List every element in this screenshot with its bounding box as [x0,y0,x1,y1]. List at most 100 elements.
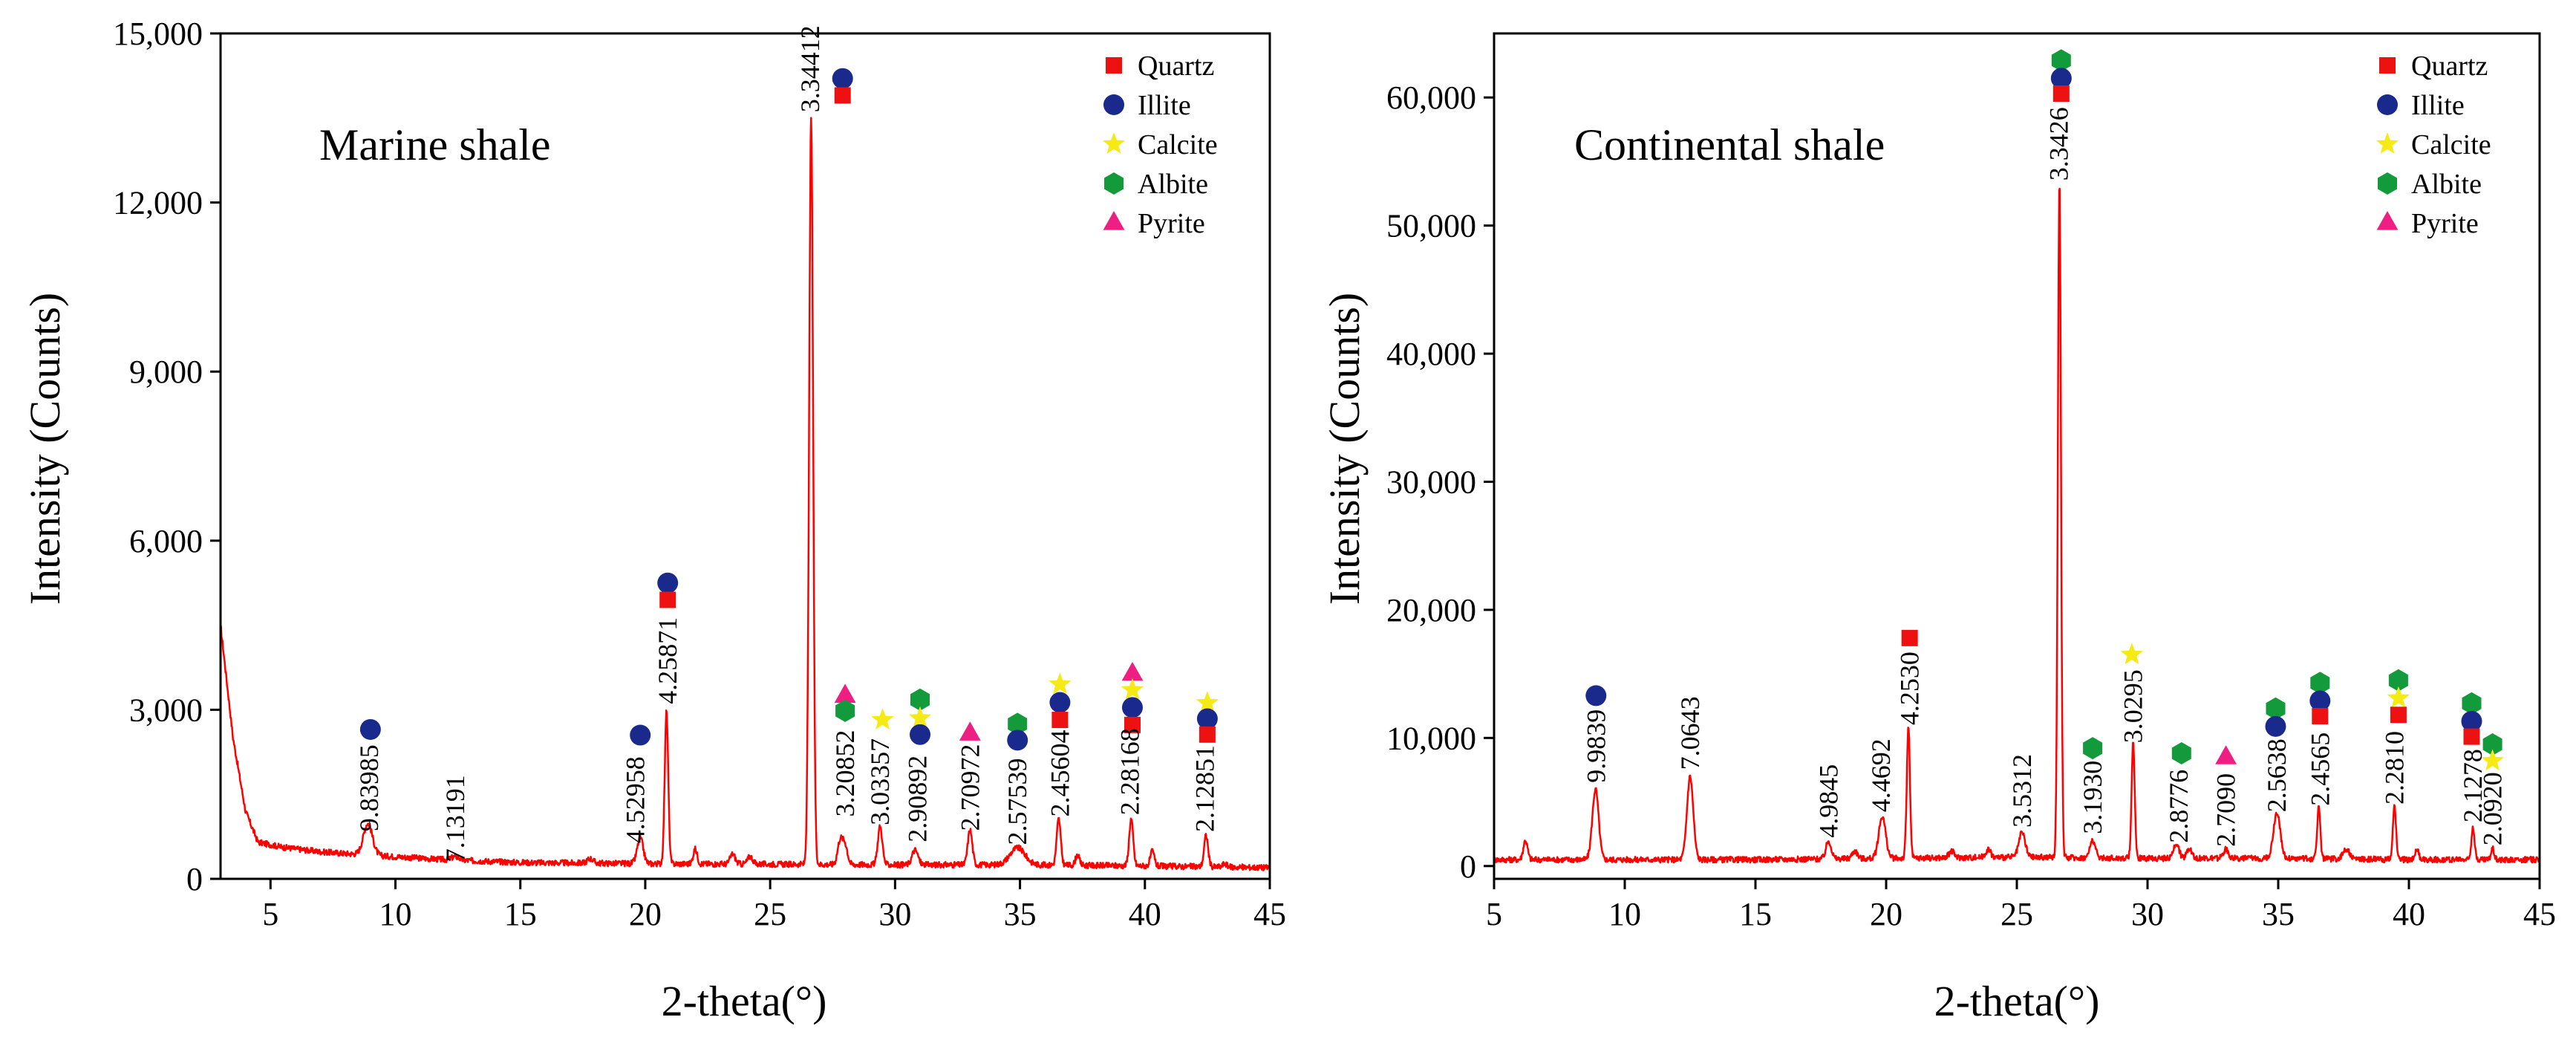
peak-d-spacing-label: 4.25871 [653,617,682,704]
y-tick-label: 50,000 [1386,208,1476,244]
axis-tick-layer: 5 10 15 20 25 30 35 40 45 0 3,000 6,000 9,000 12,000 1… [113,16,1286,932]
y-tick-label: 9,000 [129,354,203,390]
quartz-marker [1124,716,1141,733]
y-tick-label: 0 [1460,848,1476,885]
quartz-marker [2463,728,2480,745]
peak-d-spacing-label: 2.45604 [1045,730,1075,817]
quartz-marker [1199,726,1216,743]
illite-marker [1585,685,1607,706]
y-axis-title: Intensity (Counts) [1320,293,1369,605]
peak-label-layer: 9.83985 7.13191 4.52958 4.25871 3.34412 3.208… [354,25,1219,862]
peak-d-spacing-label: 3.03357 [865,738,895,825]
legend-illite-marker [2377,94,2398,115]
illite-marker [1121,697,1143,718]
legend-illite-marker [1103,94,1124,115]
legend-label-albite: Albite [1138,169,1208,200]
axis-tick-layer: 5 10 15 20 25 30 35 40 45 0 10,000 20,000 30,000 40,0… [1386,79,2556,932]
peak-d-spacing-label: 3.3426 [2044,107,2073,181]
chart-marine-shale: 9.83985 7.13191 4.52958 4.25871 3.34412 3.208… [21,16,1286,1025]
illite-marker [630,724,651,746]
calcite-marker [1049,672,1072,695]
x-axis-title: 2-theta(°) [1934,977,2100,1025]
y-tick-label: 10,000 [1386,720,1476,756]
legend-label-quartz: Quartz [2411,51,2488,82]
y-tick-label: 20,000 [1386,592,1476,628]
legend-albite-marker [1104,172,1124,195]
peak-d-spacing-label: 4.52958 [621,756,650,843]
mineral-marker-layer [1585,49,2504,771]
chart-continental-shale: 9.9839 7.0643 4.9845 4.4692 4.2530 3.5312 3.34… [1320,32,2556,1025]
quartz-marker [2312,708,2329,725]
peak-d-spacing-label: 2.5638 [2262,738,2292,812]
calcite-marker [1196,691,1219,713]
legend-pyrite-marker [2376,211,2399,230]
legend-label-albite: Albite [2411,169,2482,200]
x-tick-label: 20 [1870,896,1902,932]
illite-marker [2050,68,2072,89]
legend-label-pyrite: Pyrite [2411,208,2479,239]
x-tick-label: 25 [2001,896,2033,932]
y-tick-label: 6,000 [129,523,203,559]
x-tick-label: 40 [2393,896,2425,932]
x-tick-label: 25 [754,896,786,932]
x-tick-label: 10 [1608,896,1641,932]
peak-d-spacing-label: 9.83985 [354,744,384,831]
x-tick-label: 35 [2262,896,2295,932]
illite-marker [832,68,853,89]
legend-calcite-marker [2376,132,2399,154]
peak-d-spacing-label: 2.0920 [2478,772,2508,845]
xrd-series-line [1493,187,2540,864]
legend-label-pyrite: Pyrite [1138,208,1205,239]
calcite-marker [2481,749,2504,771]
peak-d-spacing-label: 4.2530 [1895,652,1925,725]
y-tick-label: 15,000 [113,16,203,52]
x-tick-label: 35 [1004,896,1037,932]
peak-d-spacing-label: 2.8776 [2164,770,2194,843]
legend-label-calcite: Calcite [2411,129,2491,160]
peak-d-spacing-label: 3.0295 [2119,669,2148,743]
x-tick-label: 20 [629,896,662,932]
calcite-marker [2387,686,2410,708]
x-tick-label: 40 [1129,896,1161,932]
peak-d-spacing-label: 3.1930 [2078,761,2107,834]
peak-d-spacing-label: 2.28168 [1115,728,1145,815]
y-tick-label: 60,000 [1386,79,1476,116]
legend: Quartz Illite Calcite Albite Pyrite [2376,51,2491,239]
xrd-series-line [219,117,1271,871]
calcite-marker [908,706,932,728]
albite-marker [2266,697,2286,720]
peak-d-spacing-label: 2.57539 [1002,758,1032,845]
quartz-marker [659,591,676,608]
x-tick-label: 30 [2131,896,2164,932]
albite-marker [2482,733,2502,756]
pyrite-marker [959,721,981,741]
legend-pyrite-marker [1103,211,1125,230]
x-tick-label: 45 [1253,896,1286,932]
legend-quartz-marker [1106,57,1122,74]
illite-marker [359,718,381,740]
x-tick-label: 10 [379,896,412,932]
legend-label-illite: Illite [1138,90,1191,121]
illite-marker [657,572,679,594]
albite-marker [2051,49,2071,72]
peak-d-spacing-label: 2.2810 [2380,731,2410,805]
peak-d-spacing-label: 2.4565 [2305,732,2335,806]
x-tick-label: 30 [878,896,911,932]
quartz-marker [1051,712,1069,729]
pyrite-marker [2215,745,2237,764]
series-line-layer [219,117,1271,871]
legend-calcite-marker [1102,132,1126,154]
peak-d-spacing-label: 2.1278 [2458,749,2488,822]
pyrite-marker [834,683,856,703]
peak-d-spacing-label: 3.5312 [2007,754,2037,828]
y-tick-label: 40,000 [1386,336,1476,372]
albite-marker [2083,737,2103,760]
calcite-marker [1121,678,1144,700]
y-tick-label: 12,000 [113,185,203,221]
albite-marker [2171,742,2191,764]
legend-label-illite: Illite [2411,90,2465,121]
illite-marker [1007,730,1028,751]
legend-quartz-marker [2379,57,2396,74]
